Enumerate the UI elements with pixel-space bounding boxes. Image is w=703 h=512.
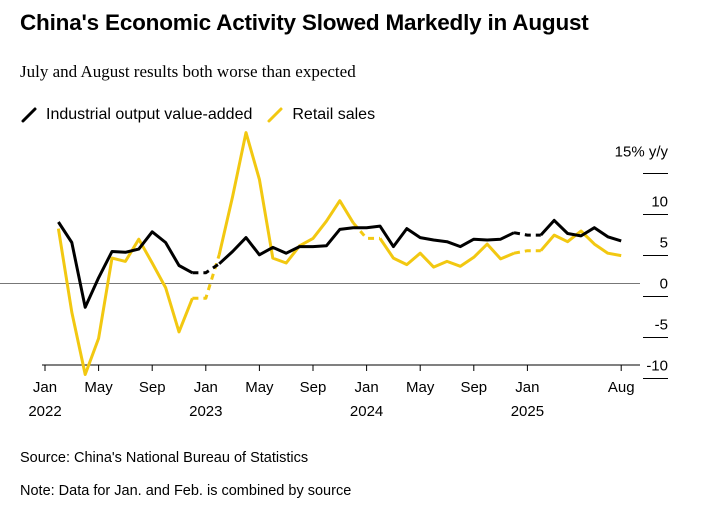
series-line-retail — [378, 237, 515, 269]
legend-swatch-industrial-icon — [21, 107, 37, 123]
x-tick-label: Sep — [139, 379, 166, 396]
series-line-industrial — [57, 221, 194, 309]
series-line-industrial-dashed — [513, 231, 541, 237]
legend-item-retail: Retail sales — [266, 106, 375, 124]
legend-label-retail: Retail sales — [292, 106, 376, 123]
legend-item-industrial: Industrial output value-added — [20, 106, 252, 124]
series-line-industrial-dashed — [192, 262, 221, 275]
x-tick-year-label: 2025 — [511, 403, 544, 420]
series-line-industrial — [218, 224, 515, 265]
x-tick-label: Jan — [515, 379, 539, 396]
x-tick-label: Aug — [608, 379, 635, 396]
series-line-retail-dashed — [192, 254, 221, 300]
chart-legend: Industrial output value-added Retail sal… — [20, 104, 389, 126]
x-tick-label: May — [245, 379, 274, 396]
x-tick-year-label: 2024 — [350, 403, 383, 420]
x-tick-year-label: 2022 — [28, 403, 61, 420]
y-tick-label: 10 — [651, 194, 668, 211]
x-tick-label: Jan — [355, 379, 379, 396]
chart-title: China's Economic Activity Slowed Markedl… — [20, 10, 589, 35]
footnote: Note: Data for Jan. and Feb. is combined… — [20, 483, 352, 499]
y-tick-label: -10 — [646, 358, 668, 375]
x-tick-label: May — [406, 379, 435, 396]
series-line-retail-dashed — [513, 249, 541, 255]
source-note: Source: China's National Bureau of Stati… — [20, 450, 309, 466]
line-chart: 15% y/y 10 5 0 -5 -10 Jan 2022 May Sep Jan 2023 May S… — [0, 131, 669, 420]
legend-swatch-retail-icon — [267, 107, 283, 123]
series-line-industrial — [539, 218, 622, 243]
y-tick-label: 15% y/y — [615, 144, 669, 161]
x-tick-label: May — [84, 379, 113, 396]
y-tick-label: 5 — [660, 235, 668, 252]
y-tick-label: 0 — [660, 276, 668, 293]
x-tick-label: Jan — [33, 379, 57, 396]
chart-subtitle: July and August results both worse than … — [20, 62, 356, 81]
x-tick-label: Sep — [460, 379, 487, 396]
series-line-retail — [217, 131, 355, 265]
y-tick-label: -5 — [655, 317, 668, 334]
x-tick-year-label: 2023 — [189, 403, 222, 420]
series-line-retail — [539, 229, 622, 258]
x-tick-label: Sep — [300, 379, 327, 396]
series-line-retail — [56, 228, 194, 376]
x-tick-label: Jan — [194, 379, 218, 396]
legend-label-industrial: Industrial output value-added — [46, 106, 253, 123]
